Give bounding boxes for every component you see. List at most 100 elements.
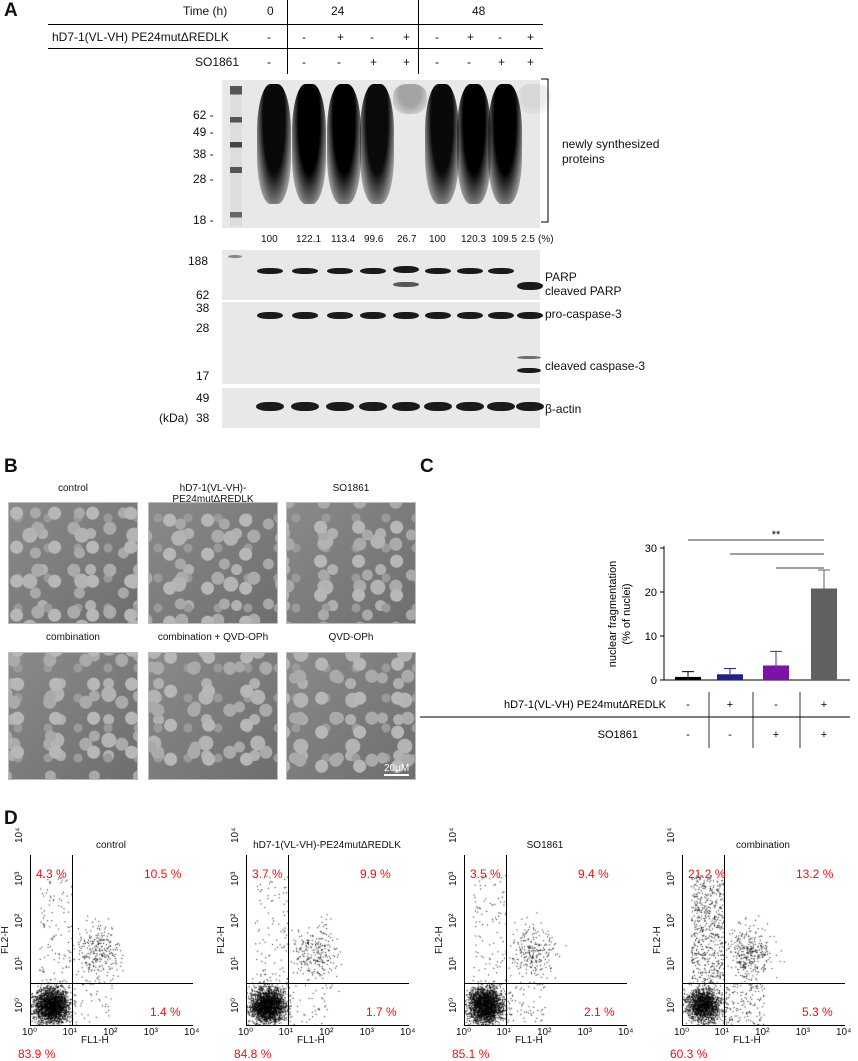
cell-texture	[287, 653, 415, 779]
y-tick-label: 10¹	[14, 956, 25, 971]
row2-sign: -	[467, 55, 471, 69]
significance-stars: **	[772, 530, 781, 541]
parp-band	[360, 268, 386, 274]
bar	[675, 676, 701, 680]
y-tick-label: 10⁴	[230, 827, 241, 843]
quadrant-ul: 3.7 %	[252, 867, 283, 881]
mw-marker: 18 -	[193, 213, 214, 227]
quadrant-lr: 2.1 %	[584, 1005, 615, 1019]
y-tick-label: 30	[645, 543, 657, 555]
x-tick-label: 10¹	[714, 1027, 729, 1038]
mw-62: 62	[196, 288, 210, 302]
time-48: 48	[472, 4, 486, 18]
quadrant-hline	[683, 982, 845, 984]
row1-sign: +	[337, 30, 345, 44]
parp-band	[327, 268, 353, 274]
x-tick-label: 10¹	[496, 1027, 511, 1038]
y-tick-label: 20	[645, 587, 657, 599]
row2-sign: -	[337, 55, 341, 69]
y-axis-label: nuclear fragmentation (% of nuclei)	[607, 561, 633, 667]
flow-plot	[30, 855, 193, 1026]
time-24: 24	[331, 4, 345, 18]
x-tick-label: 10²	[103, 1027, 118, 1038]
flow-title: control	[95, 840, 126, 851]
x-axis-label: FL1-H	[297, 1035, 325, 1046]
row1-sign: +	[821, 699, 827, 711]
microscopy-image	[148, 652, 278, 780]
mw-28: 28	[196, 321, 210, 335]
mw-marker: 49 -	[193, 125, 214, 139]
row2-sign: -	[267, 55, 271, 69]
x-tick-label: 10⁴	[184, 1027, 200, 1038]
cell-texture	[149, 503, 277, 623]
bar	[717, 674, 743, 680]
microscopy-title: QVD-OPh	[328, 632, 374, 643]
row2-sign: +	[498, 55, 506, 69]
y-tick-label: 10⁴	[448, 827, 459, 843]
parp-band	[393, 266, 419, 273]
row1-label: hD7-1(VL-VH) PE24mutΔREDLK	[52, 30, 229, 44]
y-tick-label: 10³	[230, 871, 241, 886]
x-tick-label: 10¹	[278, 1027, 293, 1038]
cell-texture	[9, 503, 137, 623]
x-tick-label: 10³	[577, 1027, 592, 1038]
microscopy-title: combination	[46, 632, 100, 643]
scatter-canvas	[31, 855, 193, 1025]
microscopy-title: combination + QVD-OPh	[157, 632, 269, 643]
table-vline-2	[418, 0, 419, 74]
smear-lane	[425, 84, 459, 204]
parp-band	[425, 268, 451, 274]
actin-band	[392, 402, 420, 411]
quadrant-vline	[71, 855, 73, 1025]
quadrant-lr: 1.4 %	[150, 1005, 181, 1019]
percent-value: 100	[261, 234, 278, 245]
x-tick-label: 10³	[795, 1027, 810, 1038]
percent-value: 99.6	[364, 234, 384, 245]
y-tick-label: 10²	[14, 913, 25, 928]
quadrant-vline	[287, 855, 289, 1025]
smear-lane	[292, 84, 326, 204]
procaspase-band	[360, 312, 386, 319]
parp-band	[257, 268, 283, 274]
panel-letter-d: D	[4, 808, 18, 829]
smear-lane	[360, 84, 394, 204]
x-tick-label: 10⁰	[674, 1027, 690, 1038]
row1-label: hD7-1(VL-VH) PE24mutΔREDLK	[504, 699, 667, 711]
x-tick-label: 10⁴	[618, 1027, 634, 1038]
flow-title: hD7-1(VL-VH)-PE24mutΔREDLK	[253, 840, 401, 851]
procaspase-band	[488, 312, 514, 319]
bracket-label-1: newly synthesized	[562, 137, 660, 151]
percent-value: 26.7	[397, 234, 417, 245]
row2-sign: +	[370, 55, 378, 69]
flow-title: SO1861	[526, 840, 564, 851]
row1-sign: -	[302, 30, 306, 44]
scatter-canvas	[247, 855, 409, 1025]
y-tick-label: 10²	[448, 913, 459, 928]
panel-letter-b: B	[4, 456, 18, 477]
blot-caspase	[222, 302, 543, 384]
y-tick-label: 10¹	[666, 956, 677, 971]
table-vline-1	[287, 0, 288, 74]
actin-band	[326, 402, 354, 411]
parp-band	[457, 268, 483, 274]
mw-marker: 28 -	[193, 172, 214, 186]
row2-sign: +	[403, 55, 411, 69]
mw-49: 49	[196, 391, 210, 405]
time-0: 0	[267, 4, 274, 18]
smear-lane	[257, 84, 291, 204]
mw-17: 17	[196, 369, 210, 383]
flow-plot	[682, 855, 845, 1026]
row2-sign: -	[435, 55, 439, 69]
row2-sign: +	[773, 729, 779, 741]
cleaved-caspase-band	[517, 356, 541, 359]
blot-parp	[222, 250, 543, 300]
y-tick-label: 10⁴	[14, 827, 25, 843]
quadrant-ll: 83.9 %	[18, 1047, 56, 1061]
microscopy-image	[286, 502, 416, 624]
x-tick-label: 10²	[755, 1027, 770, 1038]
mw-188: 188	[188, 254, 209, 268]
x-axis-label: FL1-H	[515, 1035, 543, 1046]
row1-sign: -	[774, 699, 778, 711]
cleaved-parp-label: cleaved PARP	[545, 284, 622, 298]
quadrant-ur: 9.4 %	[578, 867, 609, 881]
